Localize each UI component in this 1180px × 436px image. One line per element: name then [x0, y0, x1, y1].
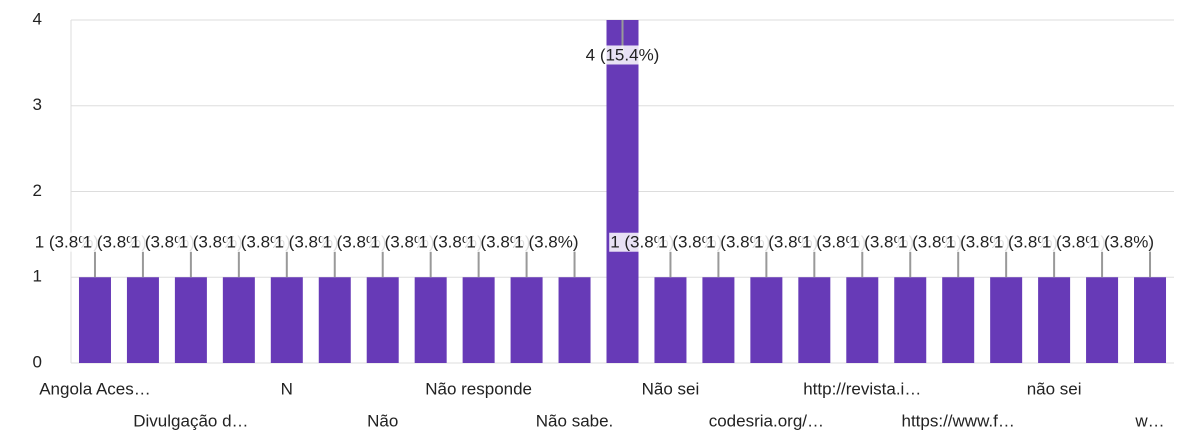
bar — [894, 277, 927, 363]
data-label-bg — [513, 232, 580, 252]
bar — [558, 277, 591, 363]
x-tick-label: https://www.f… — [902, 411, 1015, 430]
bar — [174, 277, 207, 363]
bar — [366, 277, 399, 363]
bar — [1086, 277, 1119, 363]
bar — [318, 277, 351, 363]
x-tick-label: Não responde — [425, 379, 532, 398]
y-tick-label: 1 — [33, 267, 42, 286]
bar — [606, 20, 639, 363]
bar — [270, 277, 303, 363]
y-tick-label: 3 — [33, 95, 42, 114]
data-label: 1 (3.8%) — [1090, 233, 1154, 252]
data-label-bg — [584, 45, 661, 65]
y-tick-label: 2 — [33, 181, 42, 200]
data-label: 4 (15.4%) — [586, 45, 660, 64]
x-tick-label: não sei — [1027, 379, 1082, 398]
x-tick-label: w… — [1134, 411, 1164, 430]
bar — [942, 277, 975, 363]
data-label: 1 (3.8%) — [514, 233, 578, 252]
y-tick-label: 4 — [33, 9, 42, 28]
bar — [702, 277, 735, 363]
bar — [990, 277, 1023, 363]
bar — [1134, 277, 1167, 363]
x-tick-label: Não — [367, 411, 398, 430]
y-tick-label: 0 — [33, 352, 42, 371]
bar — [1038, 277, 1071, 363]
bar — [798, 277, 831, 363]
bar — [510, 277, 543, 363]
bar — [78, 277, 111, 363]
bar — [750, 277, 783, 363]
data-label-bg — [1088, 232, 1156, 252]
bar — [414, 277, 447, 363]
bar — [126, 277, 159, 363]
x-tick-label: codesria.org/… — [709, 411, 824, 430]
x-tick-label: N — [281, 379, 293, 398]
bar — [462, 277, 495, 363]
bar — [222, 277, 255, 363]
bar — [654, 277, 687, 363]
x-tick-label: Não sei — [642, 379, 700, 398]
bar — [846, 277, 879, 363]
x-tick-label: Divulgação d… — [133, 411, 248, 430]
x-tick-label: Não sabe. — [536, 411, 614, 430]
x-tick-label: http://revista.i… — [803, 379, 921, 398]
x-tick-label: Angola Aces… — [39, 379, 151, 398]
